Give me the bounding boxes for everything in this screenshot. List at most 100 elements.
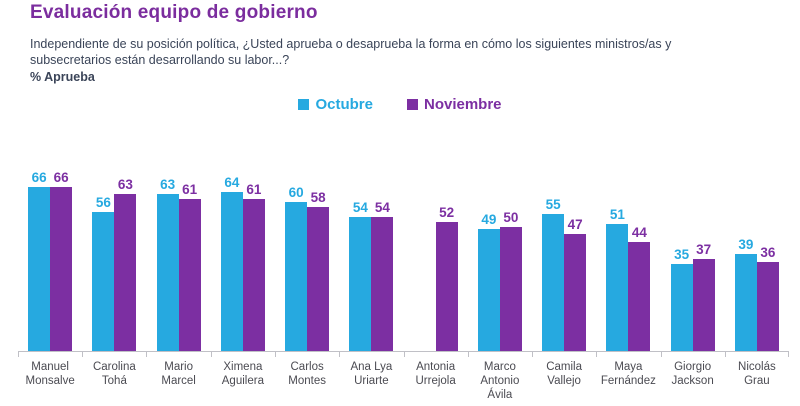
bar-slot-octubre: 60 — [285, 186, 308, 351]
bar-octubre — [670, 264, 693, 351]
bar-slot-noviembre: 63 — [114, 177, 137, 351]
bar-noviembre — [242, 199, 265, 351]
axis-tick — [531, 352, 533, 357]
bar-value-label-octubre: 66 — [31, 170, 47, 185]
bar-group: 56 63 — [82, 140, 146, 351]
bar-value-label-octubre: 51 — [609, 207, 625, 222]
bar-slot-octubre: 49 — [477, 213, 500, 351]
category-label: Mario Marcel — [161, 361, 196, 387]
bar-slot-octubre: 66 — [28, 170, 51, 351]
bar-octubre — [734, 254, 757, 351]
bar-slot-octubre: 35 — [670, 248, 693, 351]
bar-noviembre — [628, 242, 651, 351]
bar-value-label-noviembre: 44 — [631, 225, 647, 240]
axis-tick — [660, 352, 662, 357]
bar-group: 49 50 — [468, 140, 532, 351]
bar-octubre — [542, 214, 565, 351]
bar-slot-octubre: 54 — [349, 200, 372, 351]
legend-item-noviembre: Noviembre — [406, 96, 502, 113]
bar-slot-noviembre: 54 — [371, 200, 394, 351]
bar-value-label-noviembre: 61 — [182, 182, 198, 197]
bar-noviembre — [307, 207, 330, 351]
bar-slot-octubre: 56 — [92, 195, 115, 351]
bar-value-label-octubre: 63 — [160, 177, 176, 192]
category-label: Manuel Monsalve — [25, 361, 75, 387]
bar-noviembre — [50, 187, 73, 351]
category-label: Marco Antonio Ávila — [480, 361, 520, 401]
survey-question: Independiente de su posición política, ¿… — [30, 36, 790, 68]
bar-octubre — [28, 187, 51, 351]
bar-value-label-noviembre: 50 — [503, 210, 519, 225]
bar-slot-noviembre: 50 — [499, 210, 522, 351]
bar-value-label-noviembre: 58 — [310, 190, 326, 205]
bar-octubre — [285, 202, 308, 351]
bar-group: 66 66 — [18, 140, 82, 351]
bar-chart-plot-area: 66 66 56 63 63 61 64 61 60 58 54 54 52 49 50 55 47 51 44 35… — [18, 140, 789, 357]
bar-noviembre — [114, 194, 137, 351]
bar-noviembre — [435, 222, 458, 351]
bar-slot-octubre: 55 — [542, 197, 565, 351]
bar-slot-noviembre: 44 — [628, 225, 651, 351]
category-label: Camila Vallejo — [546, 361, 583, 387]
bar-group: 55 47 — [532, 140, 596, 351]
bar-value-label-octubre: 39 — [738, 237, 754, 252]
bar-octubre — [606, 224, 629, 351]
axis-tick — [18, 352, 19, 357]
category-label: Antonia Urrejola — [415, 361, 456, 387]
bar-slot-noviembre: 66 — [50, 171, 73, 351]
axis-tick — [403, 352, 405, 357]
axis-tick — [339, 352, 341, 357]
chart-legend: Octubre Noviembre — [0, 96, 800, 113]
axis-tick — [274, 352, 276, 357]
bar-value-label-noviembre: 47 — [567, 217, 583, 232]
survey-question-line2: subsecretarios están desarrollando su la… — [30, 53, 290, 67]
bar-noviembre — [756, 262, 779, 351]
bar-value-label-octubre: 55 — [545, 197, 561, 212]
bar-value-label-noviembre: 36 — [760, 245, 776, 260]
category-label: Ana Lya Uriarte — [350, 361, 393, 387]
category-label: Carlos Montes — [288, 361, 326, 387]
axis-tick — [82, 352, 84, 357]
bar-noviembre — [371, 217, 394, 351]
report-header: Evaluación equipo de gobierno Independie… — [30, 2, 790, 85]
bar-value-label-octubre: 54 — [352, 200, 368, 215]
bar-slot-octubre: 63 — [156, 177, 179, 351]
bar-slot-noviembre: 58 — [307, 190, 330, 351]
bar-octubre — [220, 192, 243, 351]
bar-value-label-octubre: 56 — [95, 195, 111, 210]
bar-slot-noviembre: 52 — [435, 206, 458, 351]
bar-group: 51 44 — [596, 140, 660, 351]
axis-tick — [724, 352, 726, 357]
category-label: Maya Fernández — [600, 361, 656, 387]
bar-value-label-noviembre: 37 — [696, 242, 712, 257]
bar-slot-noviembre: 61 — [178, 182, 201, 351]
bar-slot-octubre: 51 — [606, 207, 629, 351]
bar-slot-octubre: 64 — [220, 176, 243, 351]
bar-group: 35 37 — [661, 140, 725, 351]
metric-label: % Aprueba — [30, 70, 95, 84]
bar-slot-octubre: 39 — [734, 237, 757, 351]
bar-group: 60 58 — [275, 140, 339, 351]
bar-octubre — [349, 217, 372, 351]
category-label: Giorgio Jackson — [671, 361, 714, 387]
bar-octubre — [477, 229, 500, 351]
bar-noviembre — [178, 199, 201, 351]
bar-group: 39 36 — [725, 140, 789, 351]
axis-tick — [210, 352, 212, 357]
bar-value-label-noviembre: 63 — [117, 177, 133, 192]
bar-value-label-noviembre: 54 — [374, 200, 390, 215]
axis-tick — [467, 352, 469, 357]
axis-tick — [788, 352, 789, 357]
legend-item-octubre: Octubre — [298, 96, 373, 113]
bar-slot-noviembre: 47 — [564, 217, 587, 351]
category-label: Carolina Tohá — [92, 361, 136, 387]
category-label: Ximena Aguilera — [221, 361, 264, 387]
bar-noviembre — [564, 234, 587, 351]
bar-group: 63 61 — [147, 140, 211, 351]
bar-slot-noviembre: 37 — [692, 242, 715, 351]
category-label: Nicolás Grau — [738, 361, 776, 387]
bar-noviembre — [499, 227, 522, 351]
bar-octubre — [92, 212, 115, 351]
bar-group: 64 61 — [211, 140, 275, 351]
